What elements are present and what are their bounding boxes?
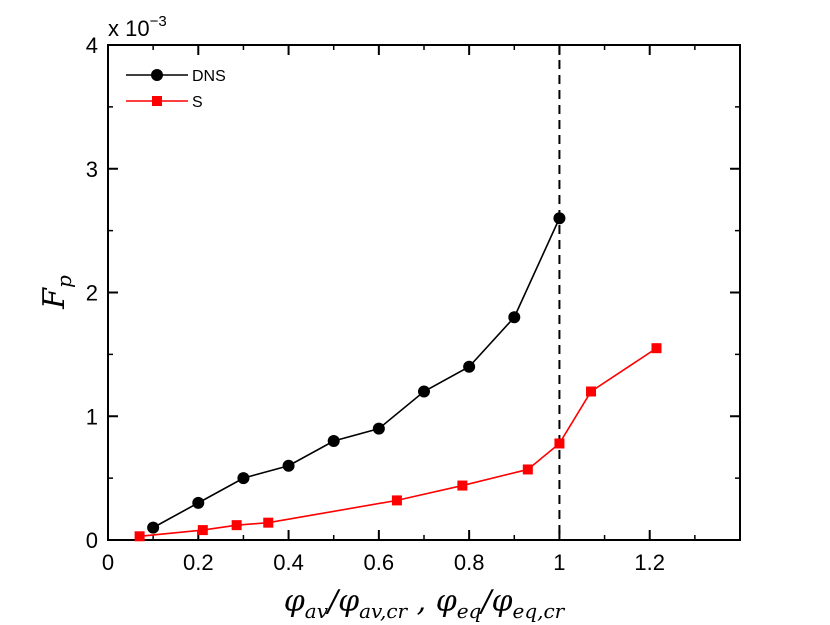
y-axis-label: Fp xyxy=(37,275,76,310)
data-point-s xyxy=(457,480,468,491)
data-point-dns xyxy=(372,422,385,435)
x-tick-label: 0 xyxy=(102,550,114,575)
data-point-s xyxy=(197,525,208,536)
data-point-dns xyxy=(553,212,566,225)
x-tick-label: 1 xyxy=(553,550,565,575)
y-tick-label: 4 xyxy=(86,33,98,58)
x-tick-label: 0.8 xyxy=(454,550,485,575)
data-point-dns xyxy=(147,521,160,534)
data-point-dns xyxy=(327,435,340,447)
data-point-s xyxy=(522,464,533,475)
data-point-dns xyxy=(463,360,476,373)
x-tick-label: 0.2 xyxy=(183,550,214,575)
legend-label-dns: DNS xyxy=(192,68,226,85)
x-axis-label: φav/φav,cr , φeq/φeq,cr xyxy=(284,584,566,623)
tick-marks xyxy=(107,44,740,541)
x-tick-label: 0.6 xyxy=(364,550,395,575)
series-line-dns xyxy=(152,217,561,529)
legend: DNS S xyxy=(126,68,226,111)
tick-labels: 0 0.2 0.4 0.6 0.8 1 1.2 0 1 2 3 4 xyxy=(86,33,665,575)
y-scale-note: x 10−3 xyxy=(108,13,167,41)
data-point-s xyxy=(586,386,597,397)
data-point-s xyxy=(554,438,565,449)
data-point-dns xyxy=(237,472,250,485)
y-tick-label: 0 xyxy=(86,528,98,553)
y-tick-label: 1 xyxy=(86,404,98,429)
data-point-s xyxy=(134,531,145,542)
x-tick-label: 0.4 xyxy=(273,550,304,575)
y-tick-label: 3 xyxy=(86,157,98,182)
data-point-dns xyxy=(508,311,521,324)
data-point-s xyxy=(391,495,402,506)
data-point-s xyxy=(231,520,242,531)
data-point-dns xyxy=(418,385,430,398)
x-tick-label: 1.2 xyxy=(634,550,665,575)
legend-marker-s xyxy=(152,96,162,106)
data-point-s xyxy=(651,343,662,354)
legend-marker-dns xyxy=(151,69,163,81)
series-layer xyxy=(134,212,662,542)
data-point-dns xyxy=(282,459,295,472)
legend-label-s: S xyxy=(192,94,203,111)
plot-frame xyxy=(107,44,741,541)
data-point-dns xyxy=(192,496,205,509)
series-line-s xyxy=(139,347,657,538)
y-tick-label: 2 xyxy=(86,281,98,306)
data-point-s xyxy=(263,517,274,528)
